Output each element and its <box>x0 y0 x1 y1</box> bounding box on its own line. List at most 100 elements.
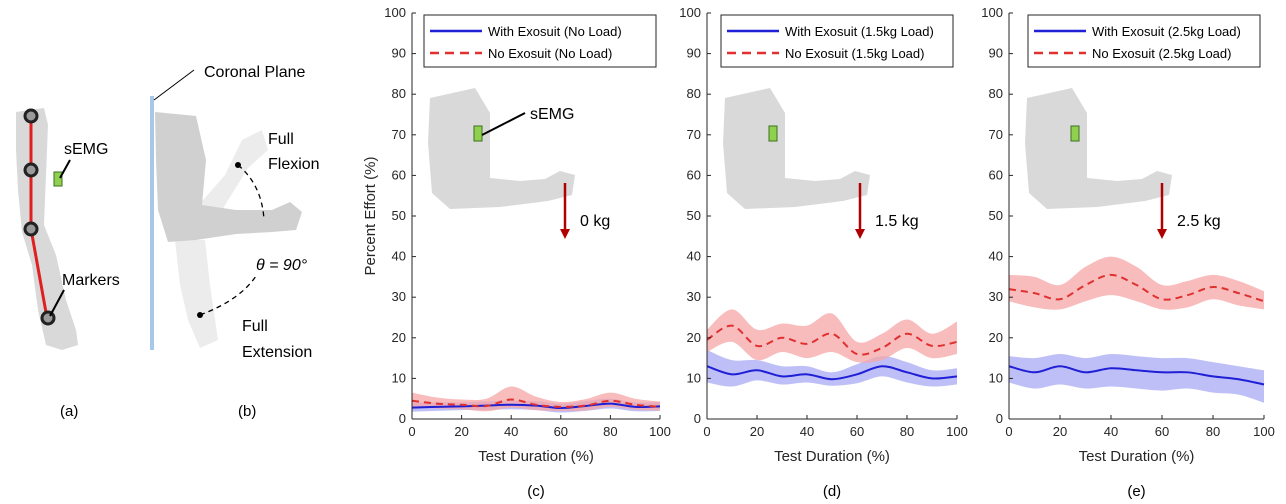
chart-e: 0 10 20 30 40 50 60 70 80 90 100 0 20 40 60 80 100 Test D… <box>981 5 1275 500</box>
x-axis-label: Test Duration (%) <box>478 448 594 465</box>
full-extension-2: Extension <box>242 344 312 361</box>
line-no-exosuit <box>1008 273 1265 303</box>
y-tick-label: 100 <box>384 5 406 20</box>
x-tick-label: 20 <box>750 424 764 439</box>
y-tick-label: 40 <box>687 249 701 264</box>
x-tick-label: 20 <box>454 424 468 439</box>
panel-b: Coronal Plane Full Flexion θ = 90° Full … <box>150 64 320 420</box>
x-tick-label: 40 <box>1104 424 1118 439</box>
y-tick-label: 40 <box>989 249 1003 264</box>
y-tick-label: 100 <box>679 5 701 20</box>
y-tick-label: 20 <box>989 330 1003 345</box>
arm-inset <box>723 88 870 209</box>
markers-leader <box>49 289 65 317</box>
semg-sensor <box>473 125 483 142</box>
y-tick-label: 20 <box>392 330 406 345</box>
x-tick-label: 0 <box>703 424 710 439</box>
band-no-exosuit <box>707 309 957 363</box>
x-tick-label: 80 <box>1206 424 1220 439</box>
y-tick-label: 50 <box>687 208 701 223</box>
y-tick-label: 50 <box>392 208 406 223</box>
flexion-arc <box>237 164 265 221</box>
arm-inset <box>1025 88 1172 209</box>
x-tick-label: 80 <box>603 424 617 439</box>
x-tick-label: 40 <box>800 424 814 439</box>
semg-leader <box>481 112 526 136</box>
x-tick-label: 20 <box>1053 424 1067 439</box>
arm-extension <box>175 240 218 348</box>
x-axis-label: Test Duration (%) <box>1079 448 1195 465</box>
y-tick-label: 10 <box>392 370 406 385</box>
panel-a: sEMG Markers (a) <box>16 108 120 420</box>
weight-arrow-head <box>1157 229 1167 239</box>
marker-3 <box>23 221 39 237</box>
x-tick-label: 0 <box>408 424 415 439</box>
x-tick-label: 60 <box>1155 424 1169 439</box>
weight-arrow-head <box>560 229 570 239</box>
y-tick-label: 30 <box>989 289 1003 304</box>
y-tick-label: 60 <box>687 167 701 182</box>
y-tick-label: 30 <box>392 289 406 304</box>
caption-a: (a) <box>60 403 78 420</box>
full-flexion-2: Flexion <box>268 156 320 173</box>
coronal-leader <box>153 69 195 101</box>
x-tick-label: 60 <box>850 424 864 439</box>
y-tick-label: 90 <box>989 46 1003 61</box>
legend-label: No Exosuit (2.5kg Load) <box>1092 46 1231 61</box>
weight-label: 0 kg <box>580 213 610 230</box>
arm-inset <box>428 88 575 209</box>
y-tick-label: 80 <box>687 86 701 101</box>
weight-label: 1.5 kg <box>875 213 919 230</box>
markers-label: Markers <box>62 272 120 289</box>
semg-sensor <box>1070 125 1080 142</box>
x-tick-label: 100 <box>649 424 671 439</box>
band-with-exosuit <box>707 349 957 387</box>
legend-label: With Exosuit (2.5kg Load) <box>1092 24 1241 39</box>
legend-label: No Exosuit (No Load) <box>488 46 612 61</box>
chart-c: 0 10 20 30 40 50 60 70 80 90 100 0 20 40 60 80 100 Test D… <box>362 5 671 500</box>
coronal-label: Coronal Plane <box>204 64 306 81</box>
y-tick-label: 80 <box>392 86 406 101</box>
legend-label: With Exosuit (No Load) <box>488 24 622 39</box>
x-tick-label: 100 <box>946 424 968 439</box>
full-extension-1: Full <box>242 318 268 335</box>
semg-leader-a <box>59 159 71 179</box>
legend-box <box>720 14 954 68</box>
marker-2 <box>23 162 39 178</box>
y-tick-label: 80 <box>989 86 1003 101</box>
x-tick-label: 60 <box>554 424 568 439</box>
y-tick-label: 90 <box>392 46 406 61</box>
weight-label: 2.5 kg <box>1177 213 1221 230</box>
line-with-exosuit <box>1008 365 1265 386</box>
y-tick-label: 60 <box>392 167 406 182</box>
y-axis-label: Percent Effort (%) <box>362 157 379 276</box>
band-no-exosuit <box>1009 256 1264 310</box>
extension-arc <box>199 275 257 316</box>
panel-caption: (d) <box>823 483 841 500</box>
x-tick-label: 40 <box>504 424 518 439</box>
y-tick-label: 40 <box>392 249 406 264</box>
arm-main <box>155 112 302 242</box>
semg-label: sEMG <box>530 106 574 123</box>
weight-arrow-head <box>855 229 865 239</box>
legend-box <box>423 14 657 68</box>
y-tick-label: 20 <box>687 330 701 345</box>
y-tick-label: 70 <box>392 127 406 142</box>
y-tick-label: 10 <box>687 370 701 385</box>
y-tick-label: 0 <box>694 411 701 426</box>
marker-1 <box>23 108 39 124</box>
y-tick-label: 100 <box>981 5 1003 20</box>
y-tick-label: 10 <box>989 370 1003 385</box>
y-tick-label: 70 <box>687 127 701 142</box>
coronal-plane <box>150 96 154 350</box>
line-no-exosuit <box>411 398 661 408</box>
panel-caption: (c) <box>527 483 545 500</box>
x-axis-label: Test Duration (%) <box>774 448 890 465</box>
x-tick-label: 100 <box>1253 424 1275 439</box>
chart-d: 0 10 20 30 40 50 60 70 80 90 100 0 20 40 60 80 100 Test D… <box>679 5 968 500</box>
band-with-exosuit <box>1009 353 1264 403</box>
marker-line <box>29 116 49 319</box>
y-tick-label: 0 <box>996 411 1003 426</box>
y-tick-label: 50 <box>989 208 1003 223</box>
